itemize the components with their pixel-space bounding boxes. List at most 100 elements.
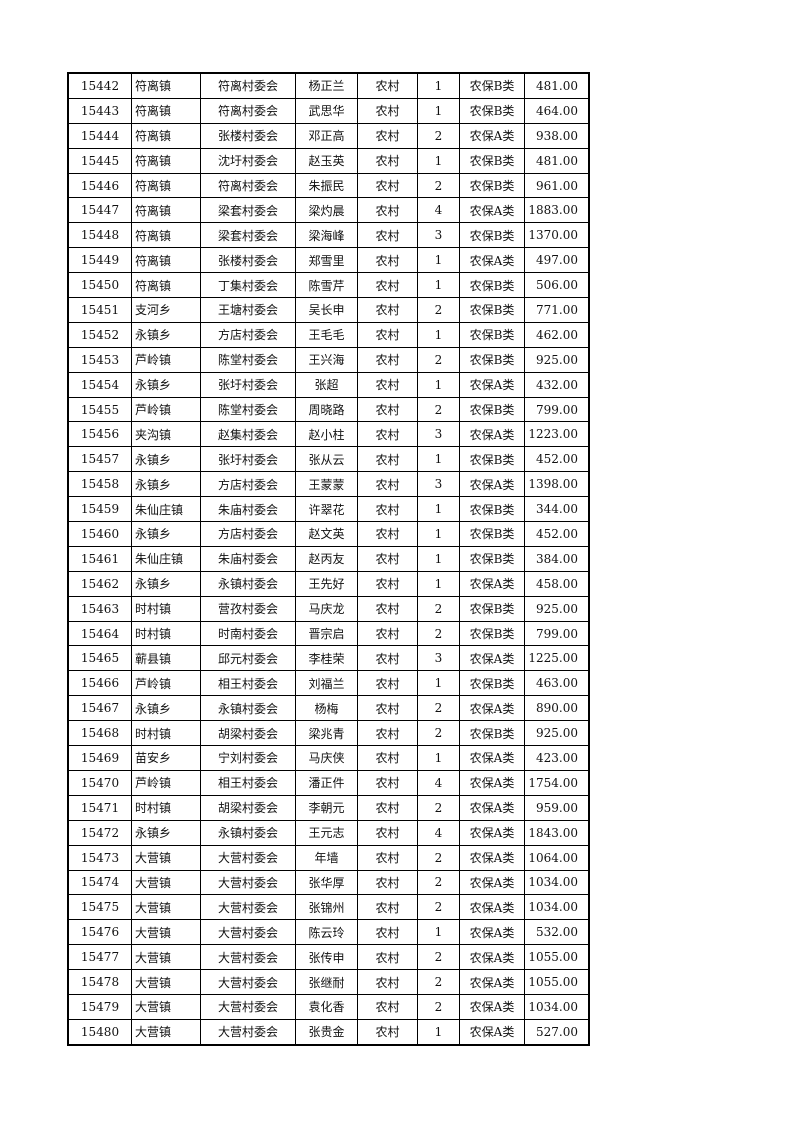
area-type-cell: 农村	[357, 396, 418, 423]
table-row: 15453 芦岭镇 陈堂村委会 王兴海 农村 2 农保B类 925.00	[67, 346, 590, 373]
insurance-category-cell: 农保A类	[459, 894, 525, 921]
table-row: 15460 永镇乡 方店村委会 赵文英 农村 1 农保B类 452.00	[67, 521, 590, 547]
village-committee-cell: 张圩村委会	[200, 371, 296, 398]
amount-cell: 458.00	[524, 570, 590, 597]
household-count-cell: 2	[417, 396, 460, 423]
village-committee-cell: 大营村委会	[200, 894, 296, 921]
area-type-cell: 农村	[357, 993, 418, 1020]
row-id-cell: 15478	[67, 969, 132, 995]
amount-cell: 959.00	[524, 794, 590, 821]
area-type-cell: 农村	[357, 197, 418, 224]
row-id-cell: 15455	[67, 396, 132, 423]
amount-cell: 497.00	[524, 247, 590, 274]
table-row: 15463 时村镇 营孜村委会 马庆龙 农村 2 农保B类 925.00	[67, 595, 590, 622]
household-count-cell: 4	[417, 819, 460, 846]
village-committee-cell: 赵集村委会	[200, 421, 296, 448]
insurance-category-cell: 农保B类	[459, 620, 525, 647]
table-row: 15479 大营镇 大营村委会 袁化香 农村 2 农保A类 1034.00	[67, 993, 590, 1020]
insurance-category-cell: 农保A类	[459, 247, 525, 274]
insurance-category-cell: 农保B类	[459, 147, 525, 174]
amount-cell: 384.00	[524, 545, 590, 572]
household-count-cell: 2	[417, 944, 460, 971]
town-cell: 符离镇	[131, 97, 201, 124]
village-committee-cell: 宁刘村委会	[200, 745, 296, 771]
household-count-cell: 1	[417, 670, 460, 697]
amount-cell: 925.00	[524, 595, 590, 622]
household-count-cell: 1	[417, 570, 460, 597]
table-row: 15461 朱仙庄镇 朱庙村委会 赵丙友 农村 1 农保B类 384.00	[67, 545, 590, 572]
insurance-category-cell: 农保B类	[459, 496, 525, 523]
records-table-body: 15442 符离镇 符离村委会 杨正兰 农村 1 农保B类 481.00 15443 符离镇 符离村…	[67, 72, 590, 1046]
area-type-cell: 农村	[357, 844, 418, 871]
row-id-cell: 15453	[67, 346, 132, 373]
area-type-cell: 农村	[357, 969, 418, 995]
village-committee-cell: 大营村委会	[200, 919, 296, 946]
amount-cell: 1034.00	[524, 894, 590, 921]
area-type-cell: 农村	[357, 297, 418, 323]
town-cell: 大营镇	[131, 894, 201, 921]
town-cell: 大营镇	[131, 919, 201, 946]
town-cell: 符离镇	[131, 147, 201, 174]
household-count-cell: 1	[417, 147, 460, 174]
town-cell: 符离镇	[131, 247, 201, 274]
table-row: 15458 永镇乡 方店村委会 王蒙蒙 农村 3 农保A类 1398.00	[67, 471, 590, 498]
amount-cell: 1398.00	[524, 471, 590, 498]
village-committee-cell: 王塘村委会	[200, 297, 296, 323]
person-name-cell: 张传申	[295, 944, 358, 971]
amount-cell: 1754.00	[524, 769, 590, 796]
area-type-cell: 农村	[357, 247, 418, 274]
amount-cell: 432.00	[524, 371, 590, 398]
area-type-cell: 农村	[357, 545, 418, 572]
town-cell: 永镇乡	[131, 446, 201, 473]
insurance-category-cell: 农保B类	[459, 72, 525, 99]
village-committee-cell: 符离村委会	[200, 72, 296, 99]
amount-cell: 771.00	[524, 297, 590, 323]
area-type-cell: 农村	[357, 471, 418, 498]
town-cell: 符离镇	[131, 197, 201, 224]
insurance-category-cell: 农保A类	[459, 745, 525, 771]
row-id-cell: 15449	[67, 247, 132, 274]
household-count-cell: 2	[417, 172, 460, 199]
table-row: 15443 符离镇 符离村委会 武思华 农村 1 农保B类 464.00	[67, 97, 590, 124]
row-id-cell: 15450	[67, 272, 132, 299]
insurance-category-cell: 农保A类	[459, 695, 525, 722]
person-name-cell: 赵玉英	[295, 147, 358, 174]
household-count-cell: 1	[417, 745, 460, 771]
insurance-category-cell: 农保A类	[459, 969, 525, 995]
insurance-category-cell: 农保B类	[459, 396, 525, 423]
area-type-cell: 农村	[357, 869, 418, 896]
household-count-cell: 1	[417, 97, 460, 124]
person-name-cell: 年墙	[295, 844, 358, 871]
person-name-cell: 梁海峰	[295, 222, 358, 249]
amount-cell: 463.00	[524, 670, 590, 697]
insurance-category-cell: 农保B类	[459, 321, 525, 348]
town-cell: 大营镇	[131, 844, 201, 871]
area-type-cell: 农村	[357, 695, 418, 722]
town-cell: 朱仙庄镇	[131, 496, 201, 523]
row-id-cell: 15472	[67, 819, 132, 846]
household-count-cell: 2	[417, 620, 460, 647]
table-row: 15445 符离镇 沈圩村委会 赵玉英 农村 1 农保B类 481.00	[67, 147, 590, 174]
person-name-cell: 马庆龙	[295, 595, 358, 622]
row-id-cell: 15460	[67, 521, 132, 547]
town-cell: 夹沟镇	[131, 421, 201, 448]
person-name-cell: 张超	[295, 371, 358, 398]
insurance-category-cell: 农保B类	[459, 297, 525, 323]
person-name-cell: 朱振民	[295, 172, 358, 199]
village-committee-cell: 符离村委会	[200, 97, 296, 124]
amount-cell: 1034.00	[524, 993, 590, 1020]
town-cell: 符离镇	[131, 272, 201, 299]
row-id-cell: 15471	[67, 794, 132, 821]
amount-cell: 961.00	[524, 172, 590, 199]
table-row: 15477 大营镇 大营村委会 张传申 农村 2 农保A类 1055.00	[67, 944, 590, 971]
row-id-cell: 15458	[67, 471, 132, 498]
amount-cell: 1370.00	[524, 222, 590, 249]
area-type-cell: 农村	[357, 446, 418, 473]
household-count-cell: 1	[417, 272, 460, 299]
insurance-category-cell: 农保A类	[459, 919, 525, 946]
table-row: 15462 永镇乡 永镇村委会 王先好 农村 1 农保A类 458.00	[67, 570, 590, 597]
table-row: 15450 符离镇 丁集村委会 陈雪芹 农村 1 农保B类 506.00	[67, 272, 590, 299]
town-cell: 大营镇	[131, 869, 201, 896]
row-id-cell: 15479	[67, 993, 132, 1020]
person-name-cell: 赵小柱	[295, 421, 358, 448]
